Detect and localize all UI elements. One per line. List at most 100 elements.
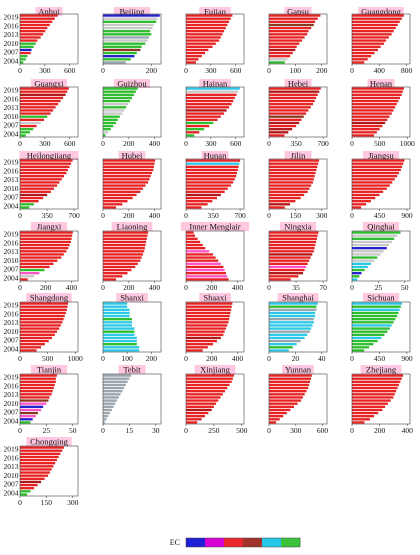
anhui-bar-2011 [20,39,38,42]
hubei-bar-2019 [103,159,156,162]
jiangsu-bar-2018 [352,162,404,165]
hebei-bar-2017 [269,93,318,96]
hunan-bar-2009 [186,190,225,193]
chongqing-bar-2015 [20,458,57,462]
jiangsu-bar-2005 [352,203,367,206]
chongqing-bar-2010 [20,474,49,477]
hubei-bar-2010 [103,187,143,190]
guizhou-frame [102,86,162,138]
guangxi-ytick-label-4: 2007 [4,121,19,130]
shanxi-bar-2011 [103,327,135,330]
sichuan-bar-2015 [352,314,398,318]
liaoning-bar-2013 [103,250,145,253]
shanxi-bar-2010 [103,330,135,333]
shangdong-bar-2007 [20,339,49,343]
chongqing-title-bg [26,437,72,446]
xinjiang-bar-2005 [186,418,202,421]
shangdong-bar-2016 [20,311,66,315]
fujian-bar-2015 [186,26,226,30]
guangdong-bar-2017 [352,20,400,23]
inner-menglair-bar-2008 [186,265,224,269]
guangxi-bar-2010 [20,115,48,118]
heilongjiang-bar-2017 [20,165,70,168]
hunan-bar-2006 [186,200,213,203]
chongqing-bar-2019 [20,446,64,449]
gansu-bar-2017 [269,20,316,23]
guangxi-bar-2005 [20,131,30,134]
tebit-title-bg [118,365,146,374]
ningxia-bar-2006 [269,272,304,275]
tianjin-title: Tianjin [37,365,62,375]
hebei-xtick-label-1: 350 [290,139,302,148]
guangxi-ytick-label-0: 2019 [4,86,19,95]
beijing-title-bg [113,7,151,16]
shaaxi-bar-2011 [186,327,226,330]
jilin-xtick-label-0: 0 [267,211,271,220]
ningxia-bar-2013 [269,250,314,253]
heilongjiang-xtick-label-1: 350 [41,211,53,220]
shanghai-title: Shanghai [282,293,314,303]
heilongjiang-ytick-label-1: 2016 [4,166,19,175]
yunnan-frame [268,373,328,425]
sichuan-bar-2006 [352,343,374,346]
anhui-ytick-label-0: 2019 [4,13,19,22]
gansu-bar-2005 [269,58,288,61]
chongqing-ytick-label-4: 2007 [4,480,19,489]
shanghai-bar-2012 [269,324,313,327]
hunan-bar-2011 [186,184,231,187]
sichuan-bar-2007 [352,339,378,343]
hainan-bar-2013 [186,106,230,109]
guangdong-bar-2010 [352,42,385,45]
guizhou-xtick-label-1: 200 [123,139,135,148]
xinjiang-bar-2017 [186,380,232,383]
heilongjiang-bar-2004 [20,206,30,209]
inner-menglair-bar-2010 [186,259,219,262]
liaoning-bar-2009 [103,262,138,265]
shangdong-ytick-label-3: 2010 [4,327,19,336]
shaaxi-bar-2016 [186,311,231,315]
henan-xtick-label-0: 0 [350,139,354,148]
guizhou-bar-2014 [103,103,129,106]
shaaxi-title: Shaaxi [203,293,227,303]
anhui-bar-2012 [20,36,41,39]
shanghai-bar-2010 [269,330,310,333]
guizhou-bar-2005 [103,131,109,134]
shangdong-bar-2006 [20,343,45,346]
guangdong-bar-2007 [352,51,375,55]
hubei-frame [102,158,162,210]
fujian-bar-2016 [186,23,228,27]
shanghai-xtick-label-1: 20 [292,354,300,363]
shangdong-ytick-label-4: 2007 [4,336,19,345]
shaaxi-bar-2004 [186,349,203,352]
tianjin-xtick-label-1: 25 [43,426,51,435]
hubei-bar-2018 [103,162,155,165]
anhui-xtick-label-1: 300 [39,66,51,75]
shanxi-bar-2008 [103,336,137,340]
jilin-bar-2019 [269,159,320,162]
jilin-bar-2005 [269,203,291,206]
qinghai-bar-2019 [352,231,401,234]
chongqing-bar-2014 [20,462,56,465]
fujian-bar-2013 [186,33,223,36]
beijing-bar-2008 [103,48,141,52]
guangxi-bar-2012 [20,109,54,112]
shanxi-bar-2005 [103,346,140,349]
sichuan-xtick-label-0: 0 [350,354,354,363]
henan-bar-2013 [352,106,396,109]
tianjin-bar-2005 [20,418,33,421]
zhejiang-title: Zhejiang [366,365,397,375]
ningxia-bar-2004 [269,278,291,281]
legend-swatch-4 [262,538,282,547]
beijing-bar-2016 [103,23,154,27]
xinjiang-bar-2008 [186,408,212,412]
tianjin-bar-2016 [20,383,55,387]
heilongjiang-bar-2019 [20,159,73,162]
hubei-xtick-label-1: 200 [123,211,135,220]
yunnan-bar-2009 [269,405,294,408]
beijing-bar-2009 [103,45,142,48]
legend-title: EC [170,538,180,547]
shanghai-bar-2013 [269,321,314,324]
liaoning-bar-2019 [103,231,149,234]
chongqing-ytick-label-5: 2004 [4,489,19,498]
hunan-bar-2016 [186,168,238,172]
